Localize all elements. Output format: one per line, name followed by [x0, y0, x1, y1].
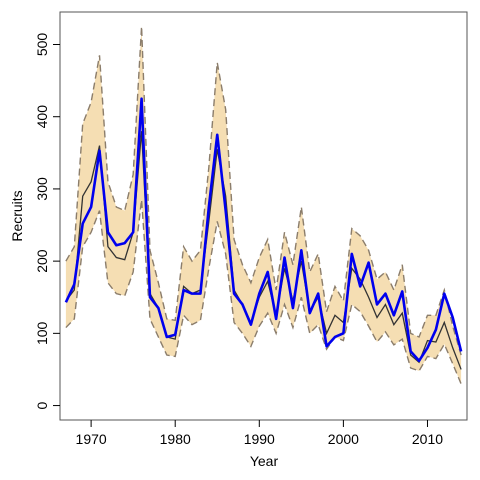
y-tick-label: 0 — [34, 401, 50, 409]
series-lines-layer — [64, 26, 463, 385]
y-axis-title: Recruits — [9, 190, 25, 241]
x-tick-label: 1980 — [160, 431, 191, 447]
x-tick-label: 1990 — [244, 431, 275, 447]
plot-frame — [59, 11, 468, 421]
upper-bound-line — [65, 26, 462, 356]
observed-line — [64, 97, 463, 363]
x-tick-label: 1970 — [76, 431, 107, 447]
y-tick-label: 500 — [34, 33, 50, 57]
median-line — [65, 131, 462, 370]
interval-band — [65, 26, 462, 384]
uncertainty-band-layer — [65, 26, 462, 384]
x-tick-label: 2010 — [412, 431, 443, 447]
lower-bound-line — [65, 199, 462, 385]
y-tick-label: 400 — [34, 105, 50, 129]
x-axis-title: Year — [250, 453, 279, 469]
y-tick-label: 200 — [34, 249, 50, 273]
axes-layer: 1970 1980 1990 2000 2010 0 100 200 300 400 500 — [34, 11, 468, 447]
y-tick-label: 100 — [34, 321, 50, 345]
x-tick-label: 2000 — [328, 431, 359, 447]
y-tick-label: 300 — [34, 177, 50, 201]
